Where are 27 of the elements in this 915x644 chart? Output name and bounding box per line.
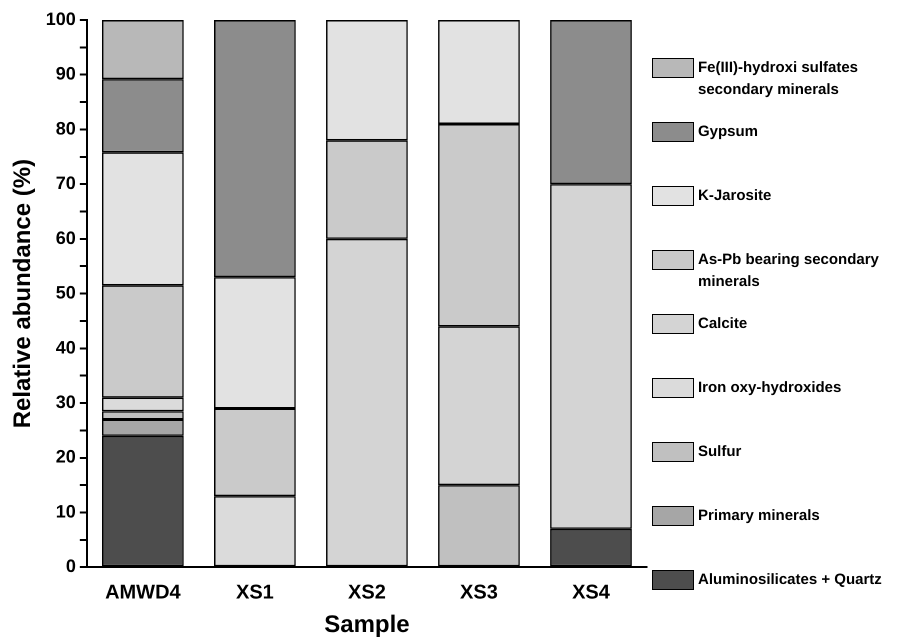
legend-label: K-Jarosite: [698, 186, 772, 206]
legend-label: Gypsum: [698, 122, 760, 142]
x-tick-label: XS2: [348, 582, 386, 604]
y-tick-label: 70: [56, 173, 76, 194]
y-tick-label: 40: [56, 337, 76, 358]
x-tick-label: XS4: [572, 582, 611, 604]
legend-label: As-Pb bearing secondary minerals: [698, 250, 880, 292]
legend-label: Iron oxy-hydroxides: [698, 378, 842, 398]
x-axis-title: Sample: [324, 611, 410, 638]
legend-label: Fe(III)-hydroxi sulfates secondary minerals: [698, 58, 860, 100]
x-tick-label: XS3: [460, 582, 498, 604]
legend-label: Sulfur: [698, 442, 742, 462]
x-tick-label: AMWD4: [105, 582, 182, 604]
y-tick-label: 100: [46, 8, 76, 29]
legend-label: Aluminosilicates + Quartz: [698, 570, 883, 590]
y-tick-label: 60: [56, 228, 76, 248]
x-tick-label: XS1: [236, 582, 274, 604]
y-tick-label: 90: [56, 64, 76, 84]
y-axis-title: Relative abundance (%): [9, 158, 36, 428]
y-tick-label: 20: [56, 446, 76, 467]
y-tick-label: 30: [56, 392, 76, 412]
legend-label: Calcite: [698, 314, 748, 334]
y-tick-label: 50: [56, 282, 76, 303]
y-tick-label: 80: [56, 118, 76, 138]
y-tick-label: 10: [56, 501, 76, 522]
legend-label: Primary minerals: [698, 506, 821, 526]
y-tick-label: 0: [66, 556, 76, 576]
